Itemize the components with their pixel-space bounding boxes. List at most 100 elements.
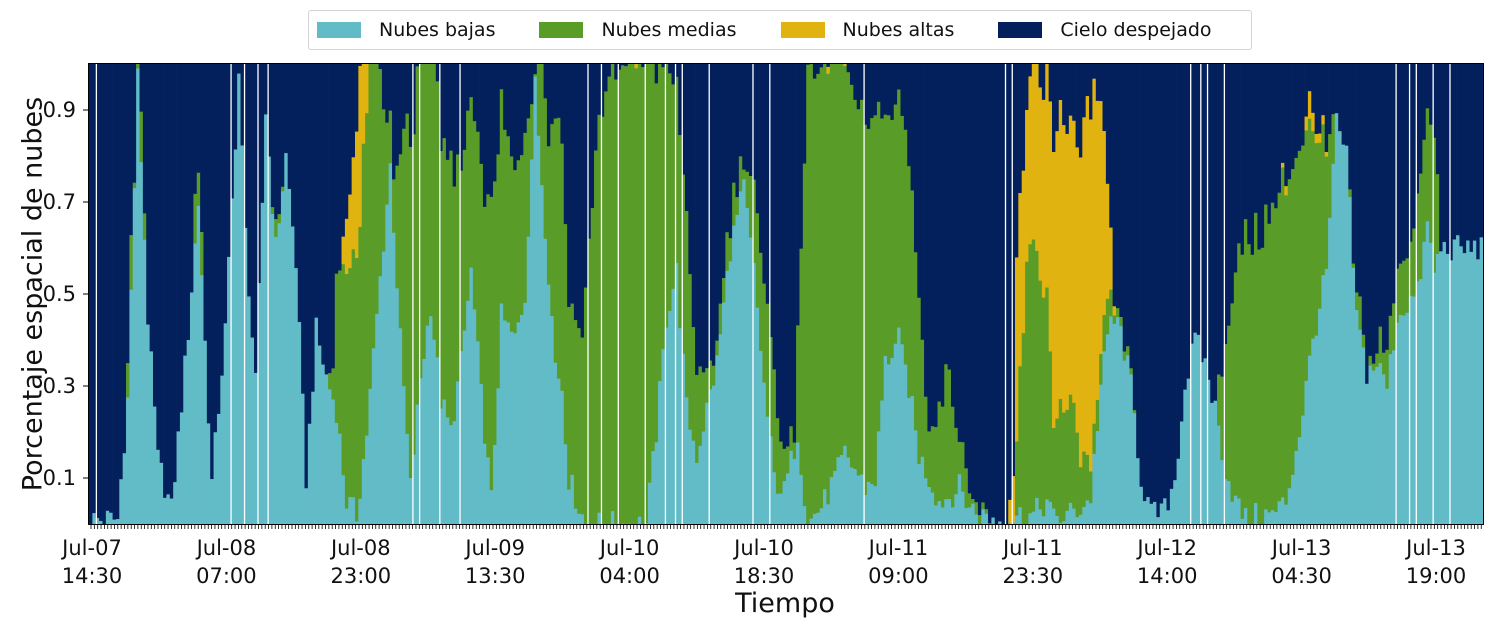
bar-segment: [277, 223, 282, 525]
bar-segment: [1065, 409, 1070, 511]
bar-segment: [944, 363, 948, 500]
bar-segment: [412, 454, 416, 525]
bar-segment: [486, 456, 491, 525]
bar-segment: [836, 64, 841, 458]
bar-segment: [348, 496, 352, 525]
bar-segment: [1102, 130, 1107, 316]
bar-segment: [617, 69, 622, 525]
bar-segment: [1398, 263, 1403, 315]
bar-segment: [1381, 352, 1386, 375]
bar-segment: [590, 64, 595, 208]
bar-segment: [193, 243, 198, 525]
bar-segment: [1045, 287, 1049, 500]
bar-segment: [897, 64, 901, 90]
x-tick-label: Jul-11 09:00: [868, 536, 929, 588]
bar-segment: [257, 64, 262, 284]
bar-segment: [1068, 502, 1073, 525]
bar-segment: [358, 498, 363, 525]
bar-segment: [1149, 64, 1154, 504]
bar-segment: [1445, 64, 1450, 254]
bar-segment: [388, 162, 393, 525]
bar-segment: [853, 99, 858, 470]
bar-segment: [863, 124, 868, 496]
bar-segment: [836, 456, 841, 525]
bar-segment: [1405, 258, 1410, 313]
bar-segment: [115, 518, 120, 525]
gap-line: [1415, 64, 1417, 524]
bar-segment: [482, 64, 487, 207]
bar-segment: [849, 84, 854, 468]
bar-segment: [1459, 64, 1464, 247]
bar-segment: [1028, 512, 1033, 525]
bar-segment: [304, 487, 309, 525]
bar-segment: [644, 64, 649, 524]
bar-segment: [1287, 64, 1292, 180]
bar-segment: [1365, 64, 1369, 384]
bar-segment: [1287, 178, 1292, 489]
bar-segment: [1089, 119, 1093, 472]
bar-segment: [543, 64, 548, 99]
y-tick-label: 0.5: [42, 282, 76, 306]
bar-segment: [964, 507, 969, 525]
bar-segment: [752, 262, 757, 525]
bar-segment: [449, 64, 454, 151]
bar-segment: [499, 303, 504, 525]
bar-segment: [1365, 383, 1369, 525]
bar-segment: [1028, 64, 1033, 77]
bar-segment: [816, 64, 821, 74]
bar-segment: [722, 302, 726, 525]
bar-segment: [543, 238, 548, 525]
bar-segment: [708, 389, 713, 525]
bar-segment: [533, 64, 538, 75]
bar-segment: [1095, 100, 1100, 400]
x-tick-label: Jul-11 23:30: [1002, 536, 1064, 588]
bar-segment: [1472, 64, 1477, 241]
bar-segment: [678, 64, 682, 135]
bar-segment: [479, 163, 484, 385]
bar-segment: [1163, 64, 1167, 499]
bar-segment: [385, 64, 390, 123]
bar-segment: [546, 284, 551, 525]
bar-segment: [1358, 64, 1363, 297]
bar-segment: [1196, 334, 1201, 525]
bar-segment: [439, 408, 443, 525]
bar-segment: [567, 64, 571, 307]
bar-segment: [1112, 305, 1117, 316]
bar-segment: [163, 497, 167, 525]
bar-segment: [1395, 64, 1400, 269]
bar-segment: [493, 64, 497, 182]
bar-segment: [961, 491, 965, 525]
bar-segment: [186, 64, 191, 340]
bar-segment: [1388, 315, 1393, 355]
bar-segment: [1176, 64, 1181, 459]
bar-segment: [1078, 64, 1083, 158]
bar-segment: [557, 64, 561, 118]
bar-segment: [1429, 64, 1433, 125]
bar-segment: [873, 64, 878, 116]
bar-segment: [122, 64, 127, 454]
bar-segment: [1439, 251, 1443, 525]
bar-segment: [1405, 64, 1410, 259]
bar-segment: [610, 510, 615, 525]
bar-segment: [1041, 297, 1046, 517]
bar-segment: [819, 64, 824, 68]
bar-segment: [1169, 64, 1174, 489]
bar-segment: [1004, 64, 1009, 525]
bar-segment: [947, 498, 952, 525]
bar-segment: [711, 365, 716, 386]
bar-segment: [1432, 64, 1437, 138]
legend-label-high-clouds: Nubes altas: [842, 19, 955, 41]
bar-segment: [994, 523, 999, 525]
gap-line: [681, 64, 683, 524]
bar-segment: [1099, 384, 1103, 525]
bar-segment: [1254, 502, 1258, 525]
bar-segment: [351, 249, 356, 498]
bar-segment: [1331, 113, 1336, 164]
bar-segment: [1078, 466, 1083, 515]
bar-segment: [1166, 510, 1171, 525]
bar-segment: [651, 450, 656, 525]
bar-segment: [870, 117, 874, 485]
bar-segment: [1206, 64, 1211, 380]
bar-segment: [260, 64, 265, 203]
bar-segment: [216, 413, 221, 525]
